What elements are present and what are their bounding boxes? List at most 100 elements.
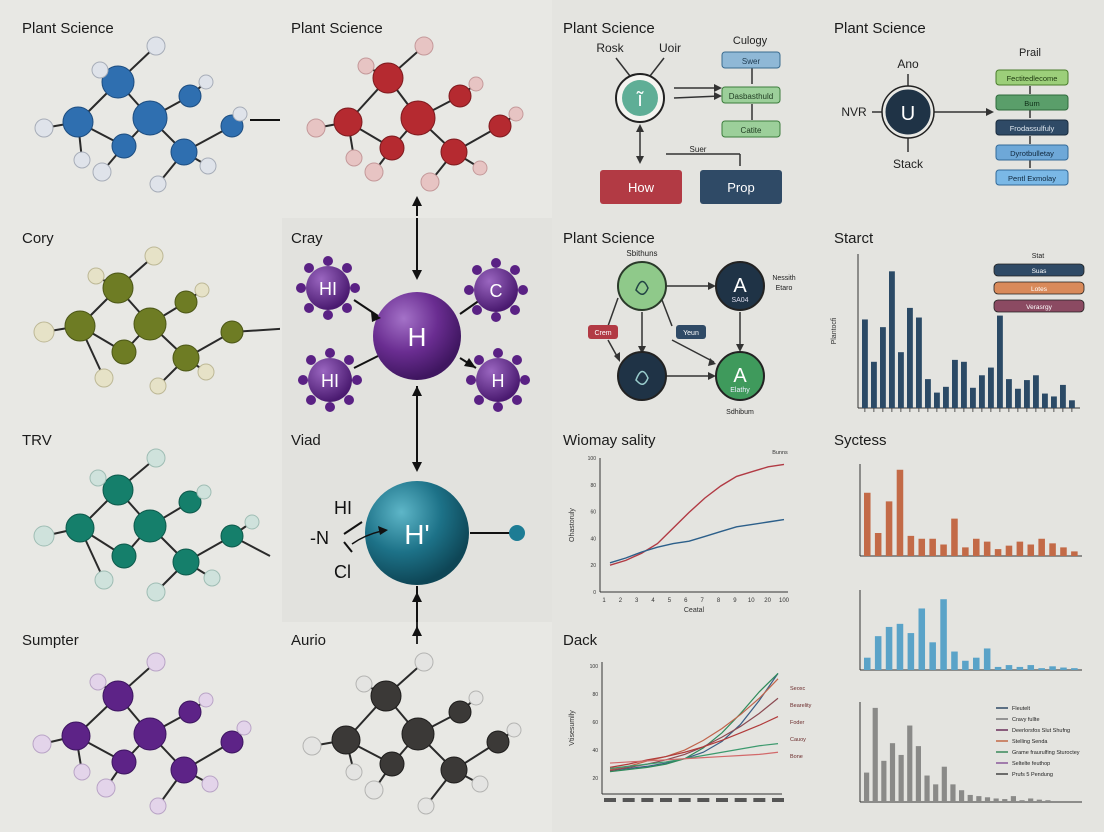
chart-title: Starct: [834, 230, 874, 247]
legend-entry: Seltelte feuthop: [1012, 761, 1050, 767]
x-tick-label: 9: [733, 598, 737, 604]
side-label-top: HI: [334, 498, 352, 518]
panel-molecule-violet: Sumpter: [0, 622, 280, 832]
bar: [951, 651, 958, 670]
series-label: Bunns: [772, 450, 788, 456]
bar: [1069, 400, 1075, 408]
legend-entry: Cravy fullte: [1012, 717, 1040, 723]
series-line: [609, 463, 785, 566]
chart-title: Syctess: [834, 432, 887, 449]
node-tr-sub: SA04: [731, 297, 748, 304]
y-tick-label: 80: [590, 483, 596, 489]
legend-entry: Cauoy: [790, 737, 806, 743]
bar: [983, 541, 991, 556]
satellite-label-tl: HI: [319, 279, 337, 299]
right-background: [552, 0, 1104, 832]
x-tick-label: 3: [635, 598, 639, 604]
satellite-tr: [464, 258, 528, 322]
bar: [976, 796, 982, 802]
satellite-label-bl: HI: [321, 371, 339, 391]
legend-entry: Stelling Senda: [1012, 739, 1048, 745]
x-tick-label: 7: [701, 598, 705, 604]
bar: [962, 660, 969, 670]
bar: [885, 501, 893, 556]
x-tick-label: [604, 798, 616, 802]
legend-swatch: [993, 281, 1085, 295]
bar: [943, 386, 949, 408]
panel-flow-diagram-1: Plant Science Rosk Uoir ĩ Culogy Swer: [552, 0, 824, 216]
chart-title: Wiomay sality: [563, 432, 656, 449]
series-line: [609, 716, 779, 768]
legend-entry: Verasrgy: [1026, 304, 1052, 311]
bar: [898, 352, 904, 408]
series-line: [609, 751, 779, 764]
button-prop[interactable]: [700, 170, 782, 204]
bar: [941, 766, 947, 802]
panel-label: Aurio: [291, 632, 327, 649]
bar: [961, 361, 967, 408]
box-label-5: Pentl Exmolay: [1008, 174, 1056, 183]
flow-diagram-2: Ano NVR Stack Prail U Fectitedlecome Bum…: [841, 47, 1069, 186]
legend-entry: Foder: [790, 720, 805, 726]
y-tick-label: 100: [588, 456, 597, 462]
box-label-4: Dyrotbulletay: [1010, 149, 1054, 158]
x-tick-label: 2: [619, 598, 623, 604]
panel-label: Plant Science: [22, 20, 114, 37]
bar: [874, 636, 882, 670]
bar: [1038, 538, 1045, 556]
molecule-teal: [33, 448, 271, 602]
y-tick-label: 20: [590, 563, 596, 569]
panel-label: Plant Science: [563, 20, 655, 37]
bar: [940, 599, 947, 670]
panel-molecule-red: Plant Science: [280, 0, 552, 216]
bar: [864, 492, 871, 556]
bar: [1051, 396, 1057, 408]
button-how[interactable]: [600, 170, 682, 204]
bar: [918, 608, 926, 670]
side-label-mid: -N: [310, 528, 329, 548]
panel-label: Plant Science: [291, 20, 383, 37]
bar: [988, 367, 994, 408]
bar: [959, 790, 965, 802]
y-tick-label: 60: [592, 720, 598, 726]
x-tick-label: [734, 798, 747, 802]
bar: [864, 657, 871, 670]
bar: [973, 538, 980, 556]
legend-entry: Bone: [790, 754, 803, 760]
node-tr-label: A: [733, 275, 747, 297]
legend-entry: Seoxc: [790, 686, 806, 692]
panel-label: Cray: [291, 230, 323, 247]
panel-label: Plant Science: [834, 20, 926, 37]
bar: [1016, 541, 1024, 556]
x-tick-label: 4: [651, 598, 655, 604]
mid-label: Suer: [690, 145, 707, 154]
x-tick-label: 100: [779, 598, 790, 604]
bar: [1045, 800, 1051, 802]
legend-entry: Bearelity: [790, 703, 812, 709]
chart-title: Dack: [563, 632, 598, 649]
bar: [1005, 545, 1013, 556]
panel-flow-diagram-2: Plant Science Ano NVR Stack Prail U Fect…: [824, 0, 1104, 216]
bar: [997, 315, 1003, 408]
x-tick-label: 10: [748, 598, 755, 604]
panel-molecule-teal: TRV: [0, 422, 280, 622]
bottom-label: Sdhibum: [726, 409, 754, 416]
chip-2-label: Yeun: [683, 330, 699, 337]
bar: [1016, 666, 1024, 670]
bar: [924, 775, 930, 802]
bar: [984, 797, 991, 802]
molecule-olive: [33, 246, 280, 395]
panel-label: TRV: [22, 432, 52, 449]
legend-title: Stat: [1032, 253, 1045, 260]
bar: [994, 666, 1002, 670]
bar: [864, 772, 870, 802]
bar: [916, 317, 922, 408]
button-prop-label: Prop: [727, 180, 754, 195]
bar: [993, 798, 999, 802]
y-tick-label: 40: [592, 748, 598, 754]
y-axis-label: Vtisesumlly: [569, 710, 576, 746]
bar: [907, 725, 913, 802]
bar: [940, 544, 947, 556]
column-title: Prail: [1019, 47, 1041, 59]
